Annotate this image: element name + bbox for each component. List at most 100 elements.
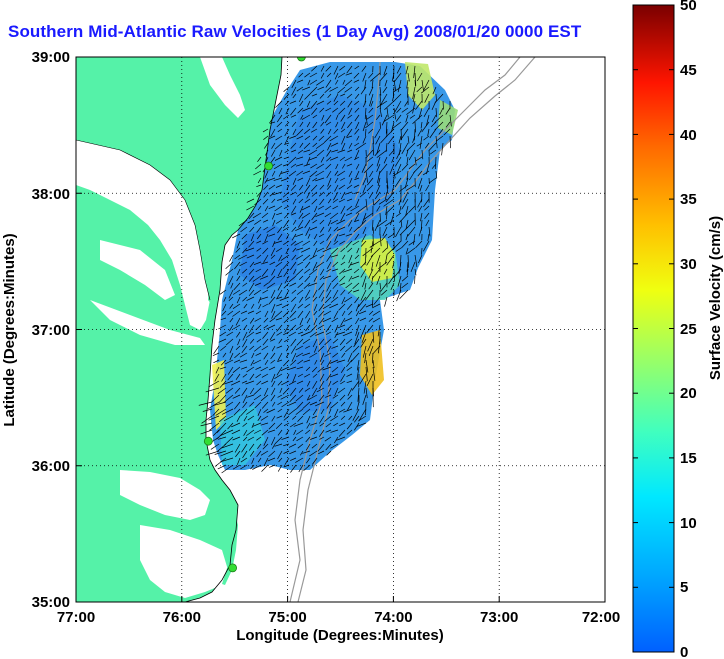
velocity-vector (365, 114, 368, 125)
velocity-vector (366, 156, 374, 162)
velocity-vector (319, 268, 325, 276)
velocity-vector (359, 303, 367, 312)
velocity-vector (439, 107, 444, 116)
velocity-vector (232, 310, 241, 317)
velocity-vector (346, 135, 353, 139)
velocity-vector (258, 296, 262, 304)
velocity-vector (368, 282, 374, 290)
velocity-vector (284, 275, 290, 284)
radar-station-marker (297, 57, 306, 62)
velocity-vector (283, 268, 290, 277)
velocity-vector (337, 72, 346, 78)
velocity-vector (338, 198, 346, 203)
velocity-vector (376, 219, 388, 228)
colorbar-tick-label: 40 (680, 127, 697, 144)
velocity-vector (241, 387, 248, 396)
velocity-vector (302, 240, 311, 246)
velocity-vector (296, 191, 304, 197)
velocity-vector (319, 184, 325, 190)
velocity-vector (310, 184, 318, 192)
velocity-vector (368, 107, 374, 114)
velocity-vector (271, 170, 276, 177)
velocity-vector (263, 387, 269, 397)
grid-lines (76, 57, 605, 602)
velocity-vector (256, 184, 262, 188)
velocity-vector (344, 86, 353, 93)
velocity-vector (400, 219, 403, 228)
velocity-vector (377, 177, 381, 186)
velocity-vector (286, 184, 290, 190)
velocity-vector (354, 142, 360, 147)
velocity-vector (431, 100, 437, 111)
velocity-vector (275, 135, 283, 141)
velocity-vector (319, 415, 325, 424)
velocity-vector (308, 156, 318, 161)
velocity-vector (268, 296, 276, 305)
velocity-vector (288, 443, 297, 448)
velocity-vector (260, 366, 269, 372)
velocity-vector (245, 247, 255, 252)
velocity-vector (270, 149, 276, 157)
velocity-vector (240, 408, 248, 417)
velocity-vector (305, 177, 311, 187)
velocity-vector (376, 142, 381, 155)
velocity-vector (385, 128, 395, 138)
velocity-vector (260, 394, 269, 402)
velocity-vector (410, 261, 416, 273)
velocity-vector (241, 345, 248, 354)
velocity-vector (398, 198, 402, 206)
velocity-vector (300, 247, 311, 253)
velocity-vector (334, 184, 339, 192)
velocity-vector (254, 219, 262, 225)
velocity-vector (325, 422, 332, 428)
velocity-vector (313, 303, 318, 311)
velocity-vector (326, 191, 332, 197)
velocity-vector (228, 296, 234, 301)
y-tick-label: 39:00 (32, 49, 70, 66)
velocity-vector (341, 142, 346, 151)
velocity-vector (435, 107, 437, 118)
velocity-vector (270, 352, 276, 360)
velocity-vector (340, 345, 346, 352)
velocity-vector (368, 317, 374, 322)
velocity-vector (290, 184, 297, 191)
velocity-vector (356, 135, 360, 141)
velocity-vector (431, 114, 437, 123)
velocity-vector (341, 310, 346, 317)
velocity-vector (256, 450, 262, 458)
velocity-vector (432, 86, 437, 95)
velocity-vector (298, 275, 304, 280)
velocity-vector (357, 387, 360, 402)
colorbar-tick-label: 10 (680, 515, 697, 532)
velocity-vector (304, 198, 311, 203)
y-axis-label: Latitude (Degrees:Minutes) (1, 233, 18, 426)
velocity-vector (337, 170, 346, 177)
velocity-vector (416, 142, 423, 147)
velocity-vector (264, 170, 269, 179)
velocity-vector (383, 268, 388, 275)
velocity-vector (272, 240, 276, 248)
velocity-vector (319, 198, 325, 206)
velocity-vector (198, 401, 213, 406)
velocity-vector (322, 247, 332, 253)
velocity-vector (319, 380, 325, 389)
velocity-vector (212, 429, 220, 436)
velocity-vector (374, 191, 381, 200)
velocity-vector (312, 408, 318, 416)
velocity-vector (414, 254, 418, 268)
velocity-vector (212, 352, 220, 357)
velocity-vector (406, 261, 409, 272)
velocity-vector (290, 240, 297, 246)
velocity-vector (330, 401, 339, 409)
velocity-vector (292, 219, 297, 225)
velocity-vector (303, 142, 311, 149)
velocity-vector (219, 331, 227, 337)
velocity-vector (295, 401, 304, 410)
velocity-vector (318, 135, 325, 142)
velocity-vector (232, 394, 241, 399)
velocity-vector (393, 72, 402, 83)
velocity-vector (341, 135, 346, 145)
velocity-vector (392, 170, 402, 177)
velocity-vector (236, 268, 241, 276)
velocity-vector (219, 289, 227, 295)
